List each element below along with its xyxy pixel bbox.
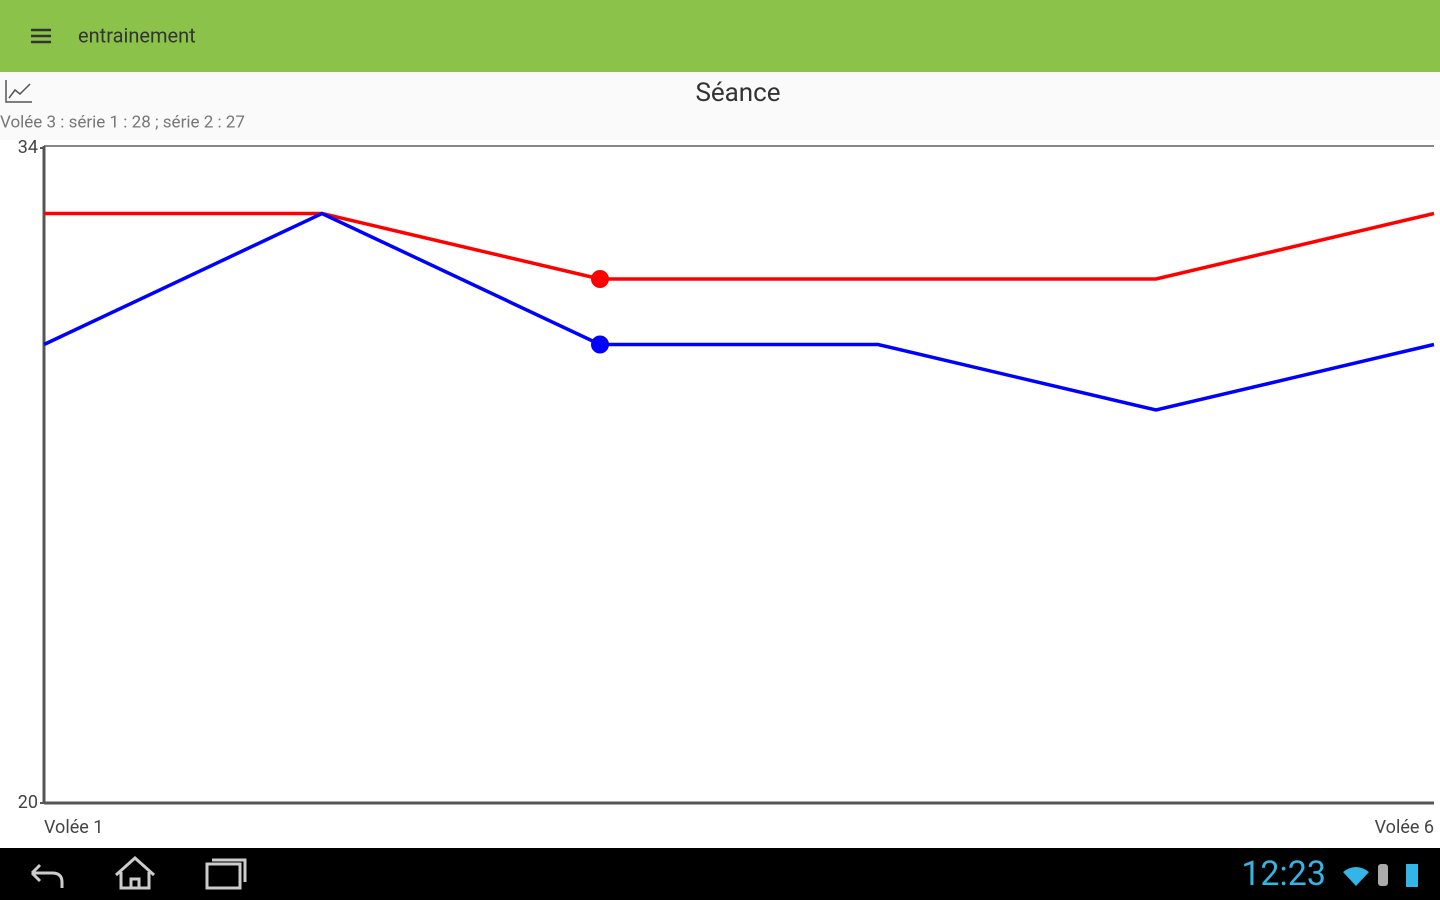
app-title: entrainement: [78, 23, 196, 47]
back-button[interactable]: [30, 863, 64, 888]
recents-button[interactable]: [205, 858, 247, 890]
y-tick-label: 34: [18, 137, 38, 158]
y-tick-label: 20: [18, 792, 38, 813]
chart-title: Séance: [695, 78, 780, 108]
clock: 12:23: [1241, 854, 1326, 894]
app-bar: [0, 0, 1440, 72]
series-line: [43, 211, 1435, 412]
selected-point: [591, 270, 609, 288]
home-button[interactable]: [114, 855, 156, 890]
plot: 20 34 Volée 1 Volée 6: [18, 137, 1435, 838]
menu-button[interactable]: [31, 28, 51, 44]
series-line: [44, 211, 1435, 281]
chart-subtitle: Volée 3 : série 1 : 28 ; série 2 : 27: [0, 112, 245, 132]
x-tick-label: Volée 6: [1375, 817, 1434, 838]
chart-header: [0, 72, 1440, 140]
bluetooth-icon: [1378, 864, 1388, 886]
chart-icon[interactable]: [5, 80, 32, 103]
battery-icon: [1406, 864, 1418, 887]
nav-bar: [0, 848, 1440, 900]
x-tick-label: Volée 1: [44, 817, 103, 838]
wifi-icon: [1343, 867, 1369, 886]
selected-point: [591, 335, 609, 354]
